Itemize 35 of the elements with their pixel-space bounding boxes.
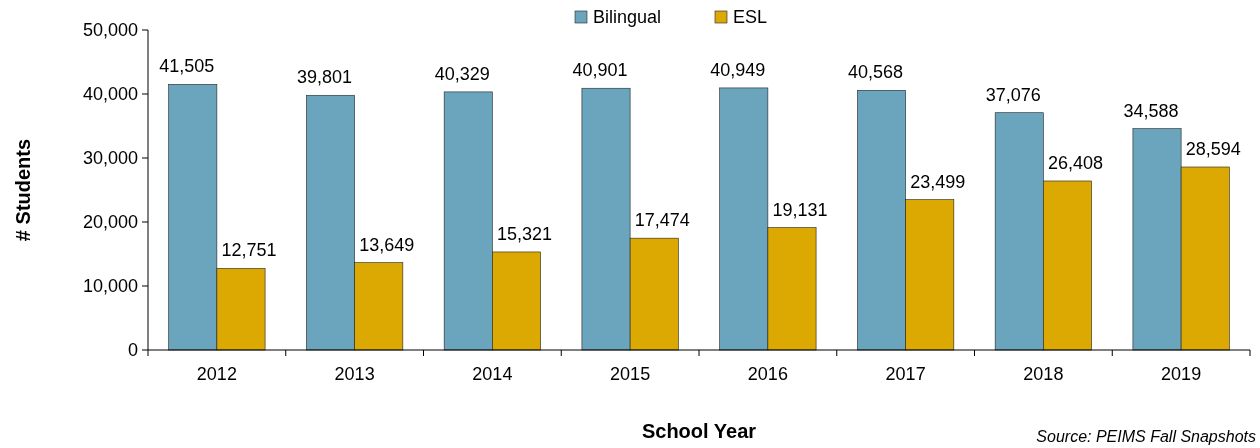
x-tick-label: 2018 (1023, 364, 1064, 384)
y-tick-label: 30,000 (82, 148, 138, 169)
x-tick-label: 2016 (747, 364, 788, 384)
data-label: 12,751 (221, 240, 277, 261)
source-note: Source: PEIMS Fall Snapshots (1036, 428, 1256, 445)
data-label: 26,408 (1047, 152, 1104, 173)
legend-label: ESL (733, 7, 768, 28)
data-label: 23,499 (910, 171, 966, 192)
data-label: 34,588 (1123, 100, 1179, 121)
x-tick-label: 2013 (334, 364, 375, 384)
data-label: 17,474 (634, 210, 690, 231)
x-tick-label: 2012 (196, 364, 237, 384)
data-label: 40,949 (710, 59, 766, 80)
x-tick-label: 2014 (472, 364, 513, 384)
data-label: 13,649 (359, 234, 415, 255)
data-label: 15,321 (496, 223, 553, 244)
data-label: 40,568 (847, 62, 904, 83)
x-tick-label: 2019 (1161, 364, 1202, 384)
data-label: 39,801 (296, 67, 353, 88)
data-label: 19,131 (772, 199, 828, 220)
x-tick-label: 2017 (885, 364, 926, 384)
data-label: 40,901 (572, 60, 628, 81)
data-label: 41,505 (159, 56, 215, 77)
y-tick-label: 10,000 (82, 276, 138, 297)
legend-label: Bilingual (593, 7, 662, 28)
y-axis-title: # Students (12, 138, 34, 242)
y-tick-label: 50,000 (82, 20, 138, 41)
data-label: 40,329 (434, 63, 490, 84)
y-tick-label: 40,000 (82, 84, 138, 105)
y-tick-label: 0 (127, 340, 138, 361)
data-label: 28,594 (1185, 139, 1241, 159)
data-label: 37,076 (985, 84, 1041, 105)
x-tick-label: 2015 (610, 364, 651, 384)
x-axis-title: School Year (641, 420, 757, 442)
y-tick-label: 20,000 (82, 212, 138, 233)
